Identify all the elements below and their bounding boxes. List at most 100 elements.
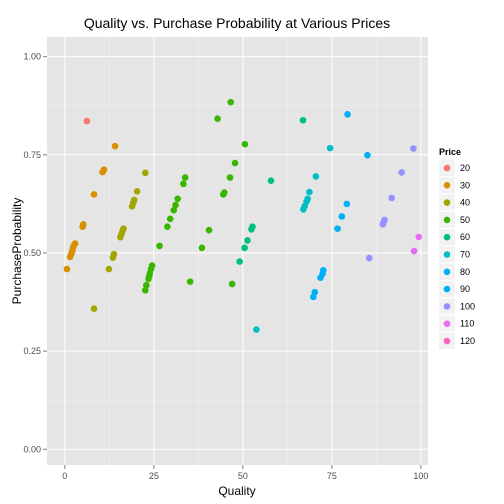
data-point-price-40 — [141, 169, 149, 177]
data-point-price-100 — [410, 145, 417, 152]
legend-swatch-price-100 — [443, 303, 451, 310]
y-tick-label: 0.25 — [23, 346, 41, 356]
legend-label: 50 — [460, 215, 470, 225]
data-point-price-50 — [186, 278, 194, 285]
data-point-price-30 — [90, 191, 98, 198]
axes: 0 25 50 75 100 0.00 0.25 0.50 0.75 1.00 — [23, 52, 428, 481]
data-point-price-80 — [343, 200, 351, 208]
legend-label: 40 — [460, 198, 470, 208]
legend-label: 90 — [460, 284, 470, 294]
data-point-price-50 — [226, 174, 234, 181]
data-point-price-100 — [365, 254, 373, 262]
data-point-price-40 — [90, 305, 98, 313]
legend-swatch-price-60 — [443, 233, 451, 241]
y-tick-label: 0.00 — [23, 444, 41, 454]
data-point-price-60 — [244, 237, 251, 244]
data-point-price-100 — [398, 169, 405, 176]
legend-label: 60 — [460, 232, 470, 242]
data-point-price-50 — [231, 159, 239, 167]
data-point-price-50 — [205, 226, 213, 234]
legend-swatch-price-90 — [443, 285, 451, 293]
data-point-price-100 — [381, 216, 388, 224]
legend-items: 20 30 40 50 60 70 80 90 100 110 120 — [439, 160, 475, 349]
data-point-price-60 — [236, 258, 243, 265]
legend-label: 30 — [460, 180, 470, 190]
y-tick-label: 0.75 — [23, 150, 41, 160]
data-point-price-50 — [141, 286, 149, 294]
legend-swatch-price-20 — [443, 164, 451, 172]
legend-swatch-price-80 — [443, 268, 451, 276]
data-point-price-30 — [71, 240, 79, 247]
data-point-price-60 — [299, 116, 307, 124]
data-point-price-40 — [120, 225, 127, 232]
legend-swatch-price-70 — [443, 251, 451, 258]
data-point-price-70 — [253, 326, 260, 333]
data-point-price-70 — [304, 195, 311, 203]
data-point-price-70 — [326, 144, 334, 152]
x-tick-label: 100 — [413, 471, 428, 481]
x-tick-label: 75 — [327, 471, 337, 481]
data-point-price-60 — [249, 223, 256, 230]
legend-swatch-price-40 — [443, 199, 451, 206]
data-point-price-60 — [241, 244, 248, 252]
legend-label: 100 — [460, 301, 475, 311]
data-point-price-80 — [320, 266, 327, 274]
legend-title: Price — [439, 147, 461, 157]
data-point-price-40 — [105, 265, 113, 273]
data-point-price-50 — [227, 98, 235, 106]
data-point-price-40 — [133, 188, 141, 195]
x-tick-label: 25 — [149, 471, 159, 481]
data-point-price-50 — [164, 223, 171, 230]
data-point-price-110 — [410, 247, 418, 255]
data-point-price-50 — [143, 281, 150, 289]
data-point-price-50 — [241, 140, 249, 148]
legend-swatch-price-50 — [443, 216, 451, 224]
data-point-price-100 — [388, 194, 395, 202]
data-point-price-50 — [221, 189, 228, 196]
legend: Price 20 30 40 50 60 70 80 90 100 110 120 — [439, 147, 475, 349]
data-point-price-80 — [334, 225, 341, 232]
legend-swatch-price-30 — [443, 182, 451, 189]
data-point-price-50 — [180, 180, 187, 188]
data-point-price-90 — [364, 151, 371, 159]
legend-label: 80 — [460, 267, 470, 277]
data-point-price-50 — [198, 244, 206, 252]
data-point-price-80 — [338, 213, 346, 220]
data-point-price-80 — [344, 111, 351, 118]
data-point-price-50 — [214, 115, 221, 122]
data-point-price-30 — [100, 166, 108, 174]
x-tick-label: 50 — [238, 471, 248, 481]
legend-swatch-price-120 — [443, 337, 451, 345]
x-axis-title: Quality — [218, 484, 255, 498]
plot-panel — [47, 37, 428, 465]
data-point-price-50 — [148, 262, 156, 269]
y-tick-label: 1.00 — [23, 52, 41, 62]
y-tick-label: 0.50 — [23, 248, 41, 258]
legend-swatch-price-110 — [443, 320, 451, 328]
legend-label: 70 — [460, 250, 470, 260]
data-point-price-50 — [156, 242, 163, 250]
data-point-price-50 — [166, 215, 174, 223]
y-axis-title: PurchaseProbability — [10, 198, 24, 305]
legend-label: 110 — [460, 319, 474, 329]
data-point-price-40 — [110, 250, 118, 258]
data-point-price-50 — [170, 206, 178, 214]
data-point-price-30 — [111, 142, 119, 150]
data-point-price-20 — [83, 117, 91, 125]
data-point-price-40 — [130, 196, 138, 204]
data-point-price-30 — [63, 265, 71, 273]
legend-label: 120 — [460, 336, 475, 346]
x-tick-label: 0 — [62, 471, 67, 481]
data-point-price-110 — [415, 233, 423, 241]
data-point-price-70 — [312, 173, 320, 180]
data-points — [63, 98, 423, 333]
data-point-price-60 — [267, 177, 275, 185]
data-point-price-50 — [172, 201, 179, 209]
data-point-price-50 — [228, 280, 236, 288]
data-point-price-50 — [174, 195, 181, 203]
legend-label: 20 — [460, 163, 470, 173]
grid-lines — [47, 37, 428, 465]
chart-title: Quality vs. Purchase Probability at Vari… — [84, 15, 390, 31]
data-point-price-80 — [311, 288, 319, 296]
